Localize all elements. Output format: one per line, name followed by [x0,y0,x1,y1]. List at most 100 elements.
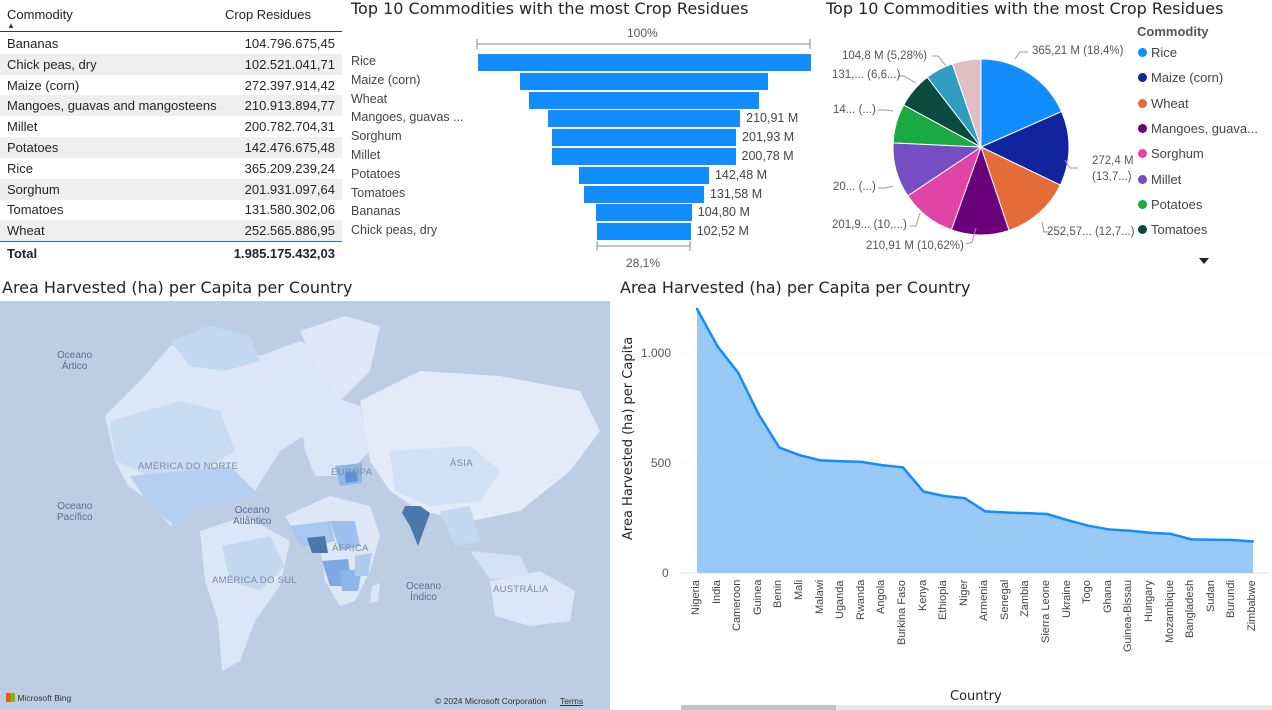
map-terms-link[interactable]: Terms [560,696,584,706]
x-tick-label: Cameroon [731,579,744,631]
cell-commodity: Bananas [7,36,59,51]
x-tick-label: Nigeria [690,580,702,615]
funnel-bar[interactable] [579,166,709,184]
funnel-top-percent: 100% [627,26,658,40]
legend-item[interactable]: Potatoes [1138,197,1202,212]
table-row[interactable]: Chick peas, dry 102.521.041,71 [0,53,342,75]
cell-crop-residues: 102.521.041,71 [244,56,335,72]
area-point[interactable] [942,494,946,498]
funnel-category-label: Millet [351,148,381,162]
area-point[interactable] [798,454,802,457]
legend-scroll-down-icon[interactable] [1199,258,1209,264]
funnel-category-label: Wheat [351,91,388,106]
table-row[interactable]: Potatoes 142.476.675,48 [0,137,342,158]
area-point[interactable] [984,510,987,513]
funnel-bar[interactable] [547,110,741,128]
cell-commodity: Mangoes, guavas and mangosteens [7,98,217,114]
legend-color-dot [1138,48,1147,57]
x-tick-label: Malawi [813,579,826,614]
pie-chart[interactable] [820,30,1140,260]
area-point[interactable] [901,466,905,469]
area-point[interactable] [695,307,699,311]
funnel-category-label: Sorghum [351,129,402,144]
pie-slice-bananas[interactable] [951,58,982,148]
area-point[interactable] [922,490,925,493]
legend-item[interactable]: Sorghum [1138,146,1204,161]
funnel-bar[interactable] [597,223,691,241]
funnel-bar[interactable] [584,185,704,203]
area-point[interactable] [881,464,884,467]
table-row[interactable]: Wheat 252.565.886,95 [0,220,342,242]
x-tick-label: Togo [1081,580,1094,604]
legend-item[interactable]: Rice [1138,45,1177,60]
table-row[interactable]: Millet 200.782.704,31 [0,116,342,137]
area-point[interactable] [1045,512,1049,516]
pie-slice-maize-corn[interactable] [979,110,1070,186]
table-header: Commodity ▲ Crop Residues [0,0,342,32]
area-point[interactable] [1210,538,1214,541]
funnel-bar[interactable] [596,204,692,222]
x-tick-label: Mali [792,579,805,600]
area-point[interactable] [1169,532,1172,536]
legend-item[interactable]: Wheat [1138,96,1189,111]
column-header-crop-residues[interactable]: Crop Residues [225,7,311,22]
area-point[interactable] [1251,540,1255,543]
pie-slice-wheat[interactable] [980,146,1062,232]
legend-item[interactable]: Mangoes, guava... [1138,121,1258,136]
cell-commodity: Maize (corn) [7,77,80,93]
area-point[interactable] [1148,531,1152,534]
area-point[interactable] [778,446,781,449]
map-copyright: © 2024 Microsoft Corporation [435,696,547,706]
funnel-bar[interactable] [551,129,737,147]
area-point[interactable] [1231,538,1234,542]
area-line[interactable] [695,308,1254,543]
area-point[interactable] [1190,538,1193,541]
x-tick-label: India [710,580,723,604]
world-map[interactable]: Oceano Ártico Oceano Pacífico Oceano Atl… [0,301,610,710]
area-point[interactable] [839,460,843,463]
area-point[interactable] [1004,511,1008,514]
continent-label-australia: AUSTRÁLIA [493,584,549,595]
area-point[interactable] [757,413,760,416]
cell-crop-residues: 201.931.097,64 [244,181,335,197]
funnel-bottom-bracket [596,241,691,251]
area-point[interactable] [716,345,719,348]
pie-slice-rice[interactable] [980,58,1063,148]
horizontal-scrollbar-thumb[interactable] [681,705,836,710]
legend-color-dot [1138,98,1147,108]
area-point[interactable] [1128,529,1131,532]
funnel-bar[interactable] [477,54,811,71]
area-point[interactable] [860,460,863,464]
table-row[interactable]: Rice 365.209.239,24 [0,158,342,179]
area-point[interactable] [1087,524,1090,527]
legend-item[interactable]: Tomatoes [1138,222,1207,237]
pie-label-maize: 272,4 M [1092,155,1134,167]
legend-label: Mangoes, guava... [1151,120,1258,136]
horizontal-scrollbar[interactable] [681,705,1272,710]
legend-item[interactable]: Maize (corn) [1138,70,1223,85]
area-point[interactable] [1025,511,1028,515]
table-row[interactable]: Tomatoes 131.580.302,06 [0,199,342,220]
area-point[interactable] [819,459,822,462]
x-tick-label: Kenya [916,579,929,611]
column-header-commodity[interactable]: Commodity [7,7,73,22]
area-point[interactable] [963,497,966,500]
legend-color-dot [1138,225,1147,235]
funnel-bar[interactable] [552,148,736,165]
funnel-bar[interactable] [528,91,760,109]
area-point[interactable] [736,371,740,374]
legend-item[interactable]: Millet [1138,172,1181,187]
table-row[interactable]: Maize (corn) 272.397.914,42 [0,75,342,96]
table-row[interactable]: Sorghum 201.931.097,64 [0,178,342,200]
table-row[interactable]: Bananas 104.796.675,45 [0,33,342,54]
x-tick-label: Armenia [978,580,991,621]
total-value: 1.985.175.432,03 [233,246,335,261]
table-row[interactable]: Mangoes, guavas and mangosteens 210.913.8… [0,95,342,117]
sort-ascending-icon[interactable]: ▲ [7,21,15,30]
area-point[interactable] [1066,519,1069,522]
legend-color-dot [1138,199,1147,209]
funnel-bar[interactable] [519,72,769,90]
pie-label-sorghum: 201,9... (10,...) [832,219,907,231]
area-point[interactable] [1107,528,1111,531]
